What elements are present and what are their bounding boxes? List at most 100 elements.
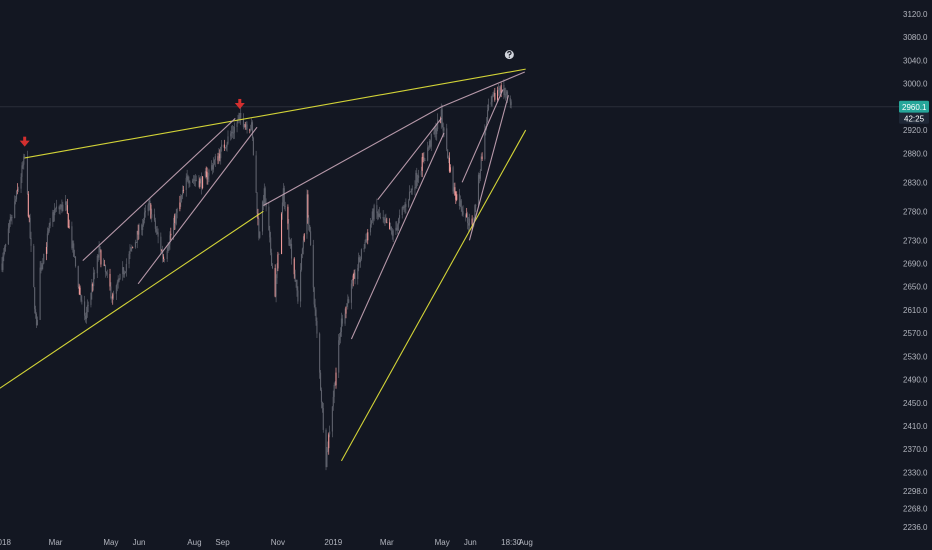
candle-body — [217, 156, 219, 161]
candle-body — [242, 118, 244, 127]
candle-body — [295, 279, 297, 282]
y-tick-label: 2490.0 — [903, 376, 928, 385]
trendlines[interactable] — [0, 68, 527, 462]
candle-body — [39, 267, 41, 320]
candle-body — [99, 246, 101, 251]
candle-body — [136, 230, 138, 243]
candle-body — [437, 119, 439, 129]
candle-body — [96, 255, 98, 274]
trendline-10[interactable] — [468, 95, 509, 241]
candle-body — [289, 238, 291, 246]
candle-body — [314, 304, 316, 310]
candle-body — [396, 227, 398, 231]
candle-body — [137, 230, 139, 235]
y-tick-label: 2690.0 — [903, 260, 928, 269]
candle-body — [478, 174, 480, 179]
candle-body — [255, 155, 257, 193]
candle-body — [231, 131, 233, 134]
candle-body — [29, 217, 31, 239]
candle-body — [100, 250, 102, 265]
candle-body — [22, 164, 24, 166]
price-axis[interactable]: 3120.0 3080.0 3040.0 3000.0 2920.0 2880.0 2830… — [903, 10, 928, 532]
candle-body — [65, 201, 67, 206]
candle-body — [125, 263, 127, 272]
candle-body — [123, 267, 125, 275]
trendline-4[interactable] — [82, 118, 236, 262]
candle-body — [246, 124, 248, 130]
y-tick-label: 2410.0 — [903, 422, 928, 431]
candle-body — [408, 191, 411, 201]
y-tick-label: 2530.0 — [903, 352, 928, 361]
candle-body — [218, 153, 220, 161]
candle-body — [263, 188, 265, 206]
candle-body — [510, 101, 512, 106]
candle-body — [420, 170, 422, 176]
markers[interactable] — [19, 50, 514, 147]
candle-body — [486, 122, 488, 128]
candle-body — [224, 147, 226, 149]
candle-body — [161, 250, 163, 252]
candle-body — [506, 91, 508, 95]
time-axis[interactable]: 2018 Mar May Jun Aug Sep Nov 2019 Mar May Jun 18:30… — [0, 538, 533, 547]
y-tick-label: 2830.0 — [903, 178, 928, 187]
countdown-value: 42:25 — [904, 114, 925, 123]
candle-body — [68, 226, 70, 228]
candle-body — [117, 281, 119, 283]
candle-body — [300, 269, 302, 302]
candle-body — [123, 272, 126, 275]
candle-body — [62, 204, 64, 212]
trendline-9[interactable] — [461, 89, 504, 183]
candle-body — [72, 243, 74, 248]
candle-body — [138, 224, 140, 235]
candle-body — [128, 254, 130, 264]
trendline-11[interactable] — [441, 71, 525, 108]
candle-body — [297, 290, 299, 302]
candle-body — [188, 180, 190, 183]
candle-body — [194, 179, 196, 181]
candle-body — [208, 169, 210, 176]
candle-body — [74, 256, 76, 258]
candle-body — [270, 237, 272, 253]
trendline-2[interactable] — [0, 210, 264, 394]
trendline-8[interactable] — [377, 118, 442, 201]
trendline-7[interactable] — [350, 132, 445, 340]
candle-body — [327, 448, 329, 452]
candle-body — [112, 294, 114, 299]
candle-body — [34, 287, 36, 310]
help-circle-icon[interactable] — [504, 50, 514, 60]
candle-body — [417, 177, 419, 182]
candle-body — [491, 96, 493, 103]
candle-body — [186, 176, 188, 178]
trendline-6[interactable] — [263, 106, 442, 206]
candle-body — [414, 186, 416, 190]
candle-body — [367, 232, 369, 241]
y-tick-label: 2570.0 — [903, 329, 928, 338]
candle-body — [30, 238, 32, 246]
candle-body — [174, 215, 176, 224]
candle-body — [389, 226, 392, 230]
candle-body — [315, 309, 317, 322]
down-arrow-icon[interactable] — [19, 136, 30, 147]
candle-body — [401, 207, 403, 216]
candle-body — [487, 109, 489, 123]
candle-body — [124, 271, 126, 273]
last-price-tag-bg — [899, 100, 929, 113]
candle-body — [245, 124, 247, 125]
candle-body — [484, 129, 486, 160]
candle-body — [16, 189, 18, 191]
candle-body — [202, 176, 204, 189]
candle-body — [180, 197, 182, 203]
candle-body — [479, 170, 481, 179]
trendline-3[interactable] — [340, 129, 527, 462]
trendline-1[interactable] — [24, 68, 526, 159]
candle-body — [28, 216, 30, 218]
trendline-5[interactable] — [137, 126, 258, 285]
price-tags: 2960.1 42:25 — [899, 100, 929, 124]
candle-body — [84, 301, 86, 316]
candle-body — [168, 244, 170, 248]
candle-body — [15, 199, 17, 202]
down-arrow-icon[interactable] — [234, 98, 245, 109]
candle-body — [110, 286, 112, 298]
